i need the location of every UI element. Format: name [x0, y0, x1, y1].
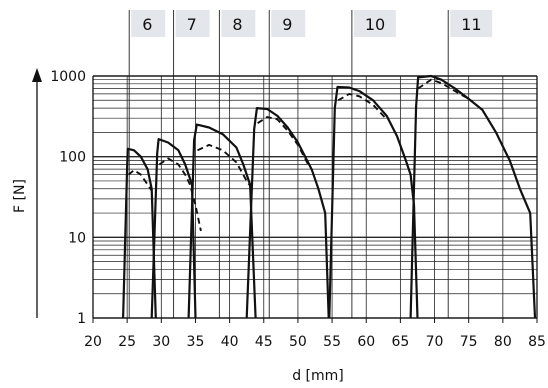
- curve-solid: [409, 74, 537, 319]
- x-tick-label: 85: [528, 334, 546, 350]
- x-tick-label: 80: [494, 334, 512, 350]
- size-box: [450, 10, 493, 37]
- curve-solid: [245, 107, 330, 319]
- y-tick-label: 100: [59, 150, 86, 166]
- size-marker-lines: [128, 10, 449, 318]
- curve-solid: [150, 138, 197, 319]
- x-tick-label: 65: [391, 334, 409, 350]
- curve-dashed: [337, 92, 388, 121]
- size-box: [131, 10, 166, 37]
- y-axis-label: F [N]: [12, 179, 28, 213]
- x-tick-label: 40: [221, 334, 239, 350]
- x-tick-label: 50: [289, 334, 307, 350]
- x-tick-label: 55: [323, 334, 341, 350]
- curve-solid: [328, 85, 419, 319]
- tick-labels: 20 25 30 35 40 45 50 55 60 65 70 75 80 85 1 10 100 1000: [50, 69, 546, 350]
- size-label: 7: [187, 15, 197, 34]
- x-tick-label: 25: [118, 334, 136, 350]
- x-tick-label: 30: [152, 334, 170, 350]
- size-box: [271, 10, 306, 37]
- size-label: 8: [232, 15, 242, 34]
- curve-solid: [187, 123, 257, 319]
- curve-dashed: [257, 116, 310, 165]
- size-box: [353, 10, 396, 37]
- size-boxes: 6 7 8 9 10 11: [131, 10, 493, 37]
- curve-solid: [122, 147, 157, 319]
- size-box: [221, 10, 256, 37]
- x-tick-label: 60: [357, 334, 375, 350]
- size-label: 11: [461, 15, 481, 34]
- size-label: 10: [365, 15, 385, 34]
- x-axis-label: d [mm]: [292, 368, 344, 384]
- y-tick-label: 1000: [50, 69, 86, 85]
- grid: [92, 75, 538, 319]
- curve-dashed: [417, 78, 470, 100]
- x-tick-label: 70: [426, 334, 444, 350]
- y-axis-arrow-head: [32, 68, 42, 82]
- curve-dashed: [127, 169, 153, 192]
- x-tick-label: 20: [84, 334, 102, 350]
- y-tick-label: 1: [77, 311, 86, 327]
- x-tick-label: 35: [187, 334, 205, 350]
- curves: [122, 74, 537, 319]
- size-box: [175, 10, 210, 37]
- curve-dashed: [158, 157, 202, 232]
- x-tick-label: 75: [460, 334, 478, 350]
- size-label: 6: [142, 15, 152, 34]
- curve-dashed: [197, 143, 253, 190]
- x-tick-label: 45: [255, 334, 273, 350]
- axes: [32, 68, 538, 323]
- size-label: 9: [282, 15, 292, 34]
- y-tick-label: 10: [68, 230, 86, 246]
